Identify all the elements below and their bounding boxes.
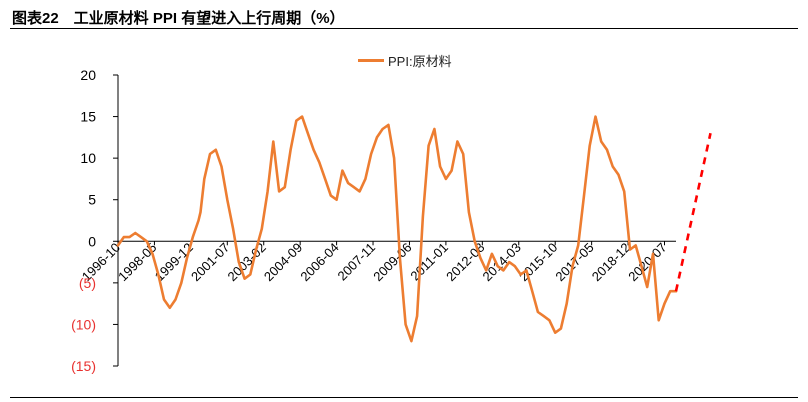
x-tick-label: 2006-04 bbox=[297, 240, 341, 284]
y-tick-label: 15 bbox=[80, 109, 96, 125]
legend-label-ppi: PPI:原材料 bbox=[388, 53, 452, 69]
x-tick-label: 1998-05 bbox=[115, 240, 159, 284]
chart-legend: PPI:原材料 bbox=[358, 50, 452, 70]
y-tick-label: 20 bbox=[80, 67, 96, 83]
x-tick-labels: 1996-101998-051999-122001-072003-022004-… bbox=[79, 240, 670, 284]
y-tick-label: (10) bbox=[71, 316, 96, 332]
y-tick-label: 0 bbox=[88, 233, 96, 249]
y-tick-label: 10 bbox=[80, 150, 96, 166]
x-tick-label: 2014-03 bbox=[480, 240, 524, 284]
y-tick-label: 5 bbox=[88, 192, 96, 208]
x-tick-label: 2001-07 bbox=[188, 240, 232, 284]
figure-title: 图表22 工业原材料 PPI 有望进入上行周期（%） bbox=[12, 10, 345, 27]
figure-header: 图表22 工业原材料 PPI 有望进入上行周期（%） bbox=[10, 4, 798, 29]
x-tick-label: 2012-08 bbox=[443, 240, 487, 284]
projection-line bbox=[674, 132, 712, 292]
figure-footer-rule bbox=[10, 397, 798, 398]
x-tick-label: 2009-06 bbox=[370, 240, 414, 284]
y-tick-label: (15) bbox=[71, 358, 96, 374]
chart-series bbox=[116, 115, 712, 343]
x-tick-label: 2007-11 bbox=[334, 240, 378, 284]
y-tick-labels: 20 15 10 5 0 (5) (10) (15) bbox=[71, 67, 96, 374]
x-tick-label: 2015-10 bbox=[516, 240, 560, 284]
x-tick-label: 2011-01 bbox=[407, 240, 451, 284]
x-tick-label: 2020-07 bbox=[625, 240, 669, 284]
x-tick-label: 2004-09 bbox=[261, 240, 305, 284]
x-tick-label: 2018-12 bbox=[589, 240, 633, 284]
y-tick-label: (5) bbox=[79, 275, 96, 291]
series-line-ppi bbox=[116, 115, 678, 343]
legend-swatch bbox=[358, 58, 384, 62]
